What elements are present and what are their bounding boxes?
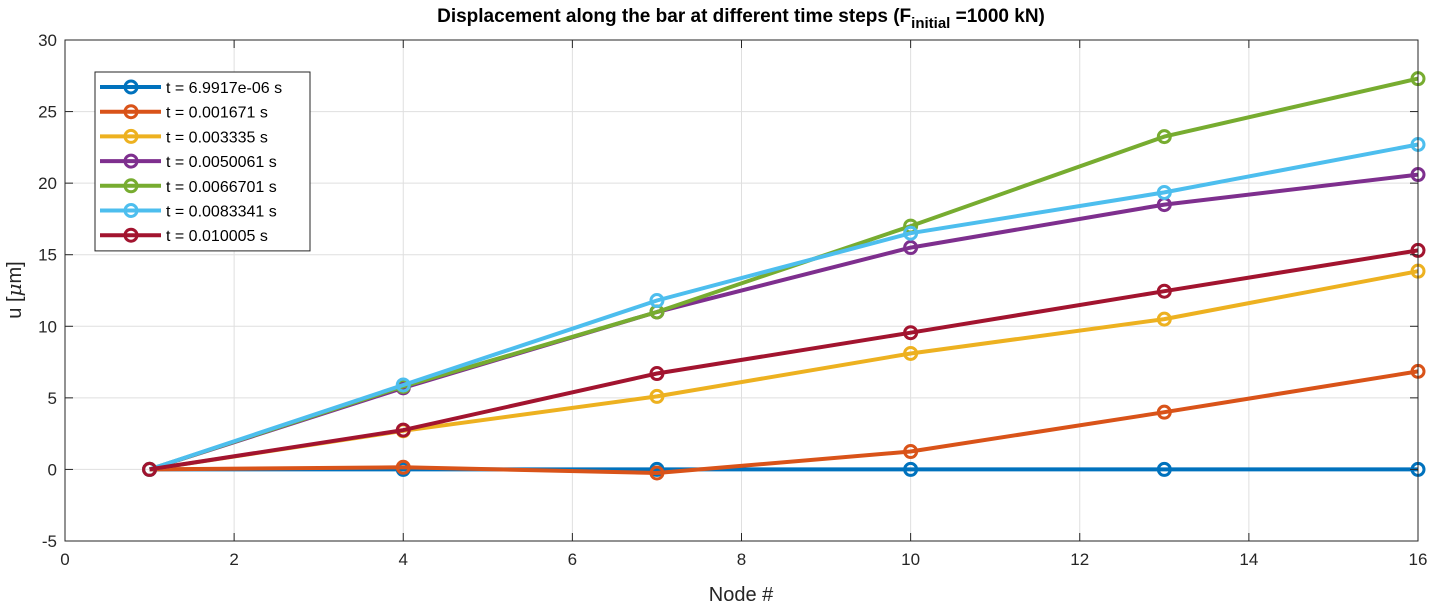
legend-label: t = 0.0066701 s [166,179,277,196]
data-point [1156,129,1172,145]
series-layer [142,71,1426,481]
data-point [395,422,411,438]
y-tick-label: 10 [38,317,57,336]
y-tick-label: 30 [38,31,57,50]
legend-label: t = 0.001671 s [166,105,268,122]
legend-label: t = 0.0050061 s [166,154,277,171]
data-point [903,240,919,256]
x-tick-label: 10 [901,550,920,569]
x-tick-label: 4 [399,550,408,569]
legend-marker [123,178,139,194]
data-point [903,225,919,241]
legend-item: t = 0.0050061 s [100,153,277,171]
x-axis-label: Node # [709,584,774,606]
data-point [649,366,665,382]
legend-label: t = 0.003335 s [166,129,268,146]
x-tick-label: 6 [568,550,577,569]
chart-title: Displacement along the bar at different … [437,6,1045,32]
y-tick-label: 25 [38,103,57,122]
series-line [149,369,1419,475]
y-axis-label: u [μm] [2,261,26,318]
y-tick-label: 20 [38,174,57,193]
data-point [903,461,919,477]
data-point [903,444,919,460]
y-tick-label: 5 [48,389,57,408]
legend-label: t = 0.010005 s [166,228,268,245]
legend-item: t = 0.010005 s [100,227,268,245]
legend-item: t = 0.001671 s [100,104,268,122]
legend-item: t = 0.0083341 s [100,203,277,221]
data-point [1156,311,1172,327]
legend-label: t = 0.0083341 s [166,204,277,221]
legend-marker [123,203,139,218]
legend-item: t = 0.003335 s [100,128,268,146]
data-point [395,459,411,475]
series-line [149,248,1419,472]
y-tick-label: 15 [38,246,57,265]
data-point [649,293,665,309]
data-point [649,388,665,404]
x-tick-label: 0 [60,550,69,569]
x-tick-label: 2 [229,550,238,569]
legend-label: t = 6.9917e-06 s [166,80,282,97]
data-point [395,377,411,393]
data-point [903,325,919,341]
data-point [1156,461,1172,477]
x-tick-label: 14 [1239,550,1258,569]
x-tick-label: 8 [737,550,746,569]
series-7 [142,242,1426,477]
series-line [148,142,1419,472]
legend-marker [123,227,139,243]
x-tick-label: 16 [1409,550,1428,569]
x-tick-label: 12 [1070,550,1089,569]
data-point [142,461,158,477]
legend: t = 6.9917e-06 s t = 0.001671 s t = 0.0033… [94,71,311,252]
legend-marker [123,79,139,95]
data-point [649,465,665,481]
legend-item: t = 6.9917e-06 s [100,79,282,97]
data-point [1156,404,1172,420]
legend-marker [123,104,139,120]
legend-item: t = 0.0066701 s [100,178,277,196]
y-tick-label: 0 [48,460,57,479]
y-tick-label: -5 [42,532,57,551]
legend-marker [123,153,139,169]
data-point [1156,283,1172,299]
legend-marker [123,128,139,144]
data-point [903,345,919,361]
data-point [1156,184,1172,200]
